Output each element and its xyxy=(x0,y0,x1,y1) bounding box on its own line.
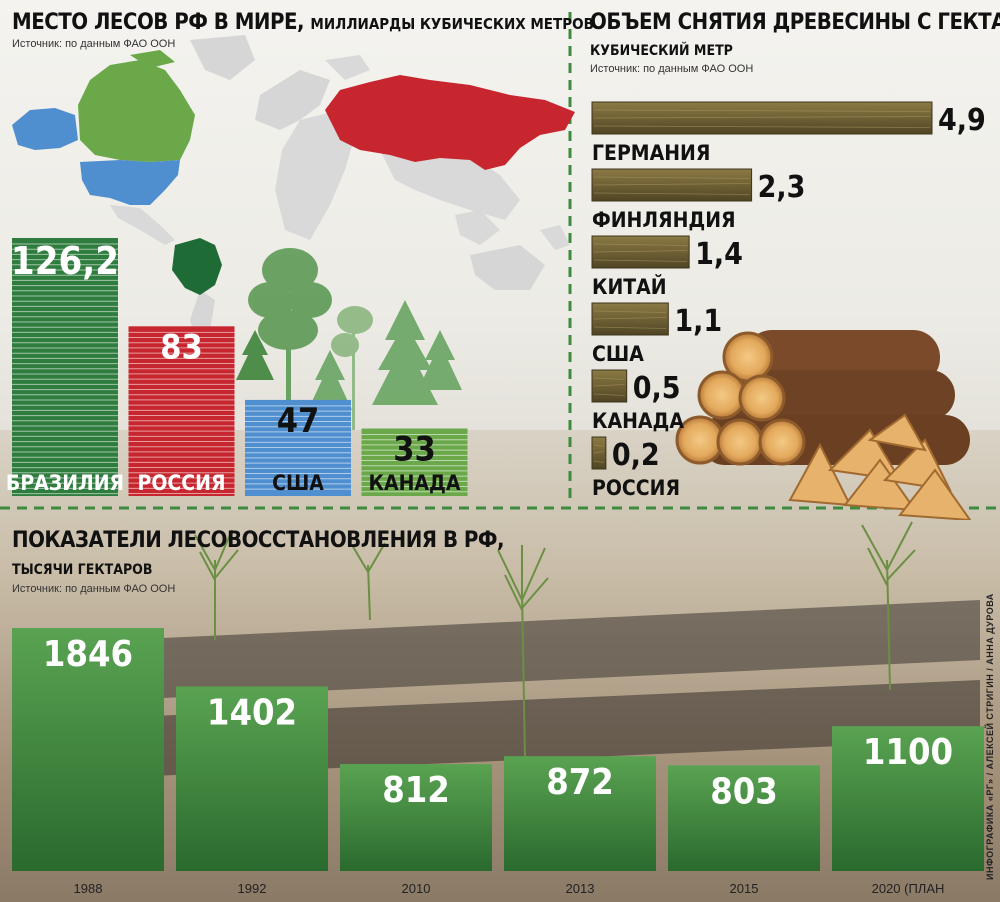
harvest-title: ОБЪЕМ СНЯТИЯ ДРЕВЕСИНЫ С ГЕКТАРА, xyxy=(590,10,1000,35)
reforestation-bar-5 xyxy=(668,765,820,871)
reforestation-year-label: 2020 (ПЛАН xyxy=(872,881,945,896)
reforestation-value-label: 1100 xyxy=(863,732,953,773)
forest-stock-bars xyxy=(12,238,468,496)
log-pile-illustration xyxy=(675,330,972,520)
harvest-bars xyxy=(591,101,933,470)
reforestation-year-label: 1988 xyxy=(74,881,103,896)
forest-bar-3 xyxy=(245,399,351,496)
reforestation-year-label: 2013 xyxy=(566,881,595,896)
reforestation-year-label: 2015 xyxy=(730,881,759,896)
world-map xyxy=(12,35,575,340)
forest-bar-4 xyxy=(361,428,468,496)
reforestation-bar-4 xyxy=(504,756,656,871)
reforestation-year-label: 1992 xyxy=(238,881,267,896)
harvest-subtitle: КУБИЧЕСКИЙ МЕТР xyxy=(590,43,733,59)
alaska-map-shape xyxy=(12,108,78,150)
harvest-bar-2 xyxy=(591,168,753,202)
harvest-category-label: ГЕРМАНИЯ xyxy=(592,141,710,165)
reforestation-value-label: 872 xyxy=(546,762,614,803)
harvest-bar-5 xyxy=(591,369,628,403)
reforestation-subtitle: ТЫСЯЧИ ГЕКТАРОВ xyxy=(12,562,153,578)
harvest-bar-1 xyxy=(591,101,933,135)
harvest-value-label: 4,9 xyxy=(938,103,986,138)
seedlings xyxy=(194,521,916,761)
credit-line: ИНФОГРАФИКА «РГ» / АЛЕКСЕЙ СТРИГИН / АНН… xyxy=(985,593,995,880)
reforestation-bar-6 xyxy=(832,726,984,871)
harvest-value-label: 1,1 xyxy=(674,304,722,339)
usa-map-shape xyxy=(80,160,180,205)
harvest-category-label: ФИНЛЯНДИЯ xyxy=(592,208,736,232)
canada-map-shape xyxy=(78,60,195,162)
forest-bar-2 xyxy=(128,326,235,496)
harvest-category-label: КАНАДА xyxy=(592,409,684,433)
harvest-category-label: РОССИЯ xyxy=(592,476,680,500)
brazil-map-shape xyxy=(172,238,222,295)
reforestation-source: Источник: по данным ФАО ООН xyxy=(12,583,176,595)
harvest-chart: 4,9 ГЕРМАНИЯ 2,3 ФИНЛЯНДИЯ 1,4 КИТАЙ 1,1 США 0,5… xyxy=(591,101,986,520)
forest-bar-1 xyxy=(12,238,118,496)
forest-value-label: 126,2 xyxy=(11,239,119,283)
harvest-bar-3 xyxy=(591,235,690,269)
harvest-category-label: США xyxy=(592,342,644,366)
forest-value-label: 83 xyxy=(160,327,203,367)
russia-map-shape xyxy=(325,75,575,170)
reforestation-value-label: 1846 xyxy=(43,634,133,675)
harvest-bar-6 xyxy=(591,436,607,470)
harvest-value-label: 2,3 xyxy=(758,170,806,205)
forest-value-label: 47 xyxy=(277,401,320,441)
reforestation-year-label: 2010 xyxy=(402,881,431,896)
reforestation-bar-3 xyxy=(340,764,492,871)
harvest-value-label: 0,2 xyxy=(612,438,660,473)
reforestation-value-label: 803 xyxy=(710,771,778,812)
harvest-labels: 4,9 ГЕРМАНИЯ 2,3 ФИНЛЯНДИЯ 1,4 КИТАЙ 1,1 США 0,5… xyxy=(592,103,986,500)
forest-category-label: США xyxy=(272,471,324,495)
forest-category-label: БРАЗИЛИЯ xyxy=(6,471,124,495)
harvest-value-label: 1,4 xyxy=(695,237,743,272)
tree-illustrations xyxy=(236,248,462,430)
reforestation-title: ПОКАЗАТЕЛИ ЛЕСОВОССТАНОВЛЕНИЯ В РФ, xyxy=(12,528,505,553)
forest-stock-source: Источник: по данным ФАО ООН xyxy=(12,38,176,50)
reforestation-bar-2 xyxy=(176,686,328,871)
harvest-category-label: КИТАЙ xyxy=(592,274,667,299)
reforestation-value-label: 1402 xyxy=(207,692,297,733)
reforestation-bar-1 xyxy=(12,628,164,871)
harvest-bar-4 xyxy=(591,302,669,336)
forest-stock-title: МЕСТО ЛЕСОВ РФ В МИРЕ, МИЛЛИАРДЫ КУБИЧЕС… xyxy=(12,10,594,35)
reforestation-value-label: 812 xyxy=(382,770,450,811)
forest-category-label: КАНАДА xyxy=(369,471,461,495)
reforestation-labels: 1846 1988 1402 1992 812 2010 872 2013 803 2015 110… xyxy=(43,634,953,896)
forest-category-label: РОССИЯ xyxy=(138,471,226,495)
forest-value-label: 33 xyxy=(393,430,436,470)
reforestation-bars xyxy=(12,628,984,871)
harvest-value-label: 0,5 xyxy=(633,371,681,406)
harvest-source: Источник: по данным ФАО ООН xyxy=(590,63,754,75)
